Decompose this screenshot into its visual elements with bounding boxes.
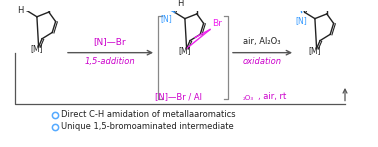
Text: air, Al₂O₃: air, Al₂O₃	[243, 37, 281, 46]
Text: [N]: [N]	[296, 16, 307, 25]
Text: oxidation: oxidation	[243, 57, 282, 66]
Text: H: H	[178, 0, 184, 8]
Text: Unique 1,5-bromoaminated intermediate: Unique 1,5-bromoaminated intermediate	[61, 122, 234, 131]
Text: [M]: [M]	[308, 46, 321, 55]
Text: [M]: [M]	[30, 44, 43, 53]
Text: H: H	[17, 6, 24, 15]
Text: [M]: [M]	[178, 46, 191, 55]
Text: 1,5-addition: 1,5-addition	[85, 57, 135, 66]
Text: [N]—Br: [N]—Br	[94, 37, 126, 46]
Text: , air, rt: , air, rt	[258, 92, 286, 101]
Text: ₂O₃: ₂O₃	[243, 95, 254, 101]
Text: [N]: [N]	[161, 14, 172, 23]
Text: Direct C-H amidation of metallaaromatics: Direct C-H amidation of metallaaromatics	[61, 110, 235, 119]
Text: [N]—Br / Al: [N]—Br / Al	[155, 92, 202, 101]
Text: Br: Br	[212, 19, 222, 28]
